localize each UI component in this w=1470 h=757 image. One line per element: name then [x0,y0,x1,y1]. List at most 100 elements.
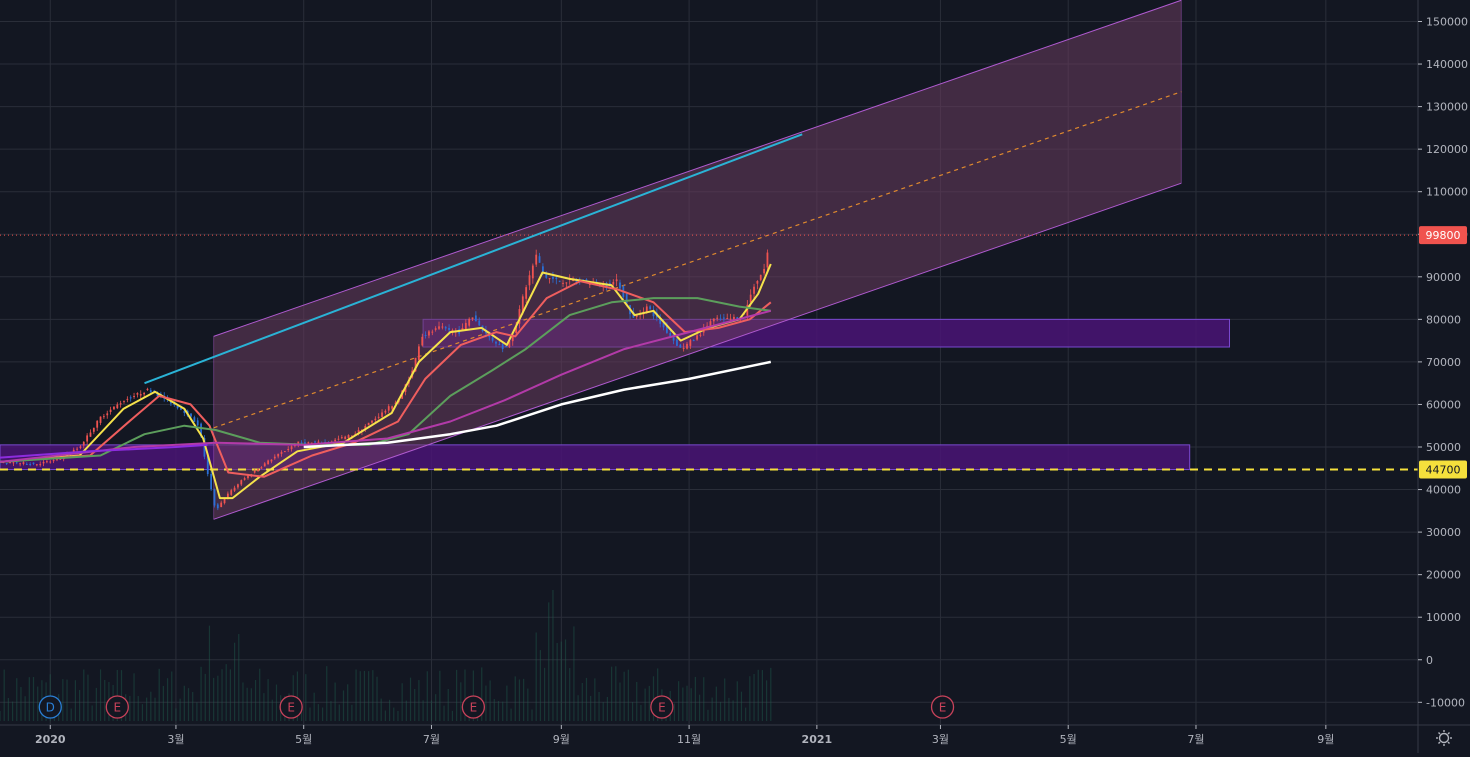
volume-bar [753,673,755,721]
candle-body [72,449,75,453]
channel-lower-line [213,182,1182,520]
volume-bar [87,674,89,721]
volume-bar [388,699,391,721]
candle-body [531,265,534,279]
candle-body [495,341,497,344]
candle-body [304,442,306,444]
volume-bar [200,666,202,721]
candle-body [216,504,219,509]
candle-body [525,287,528,299]
volume-bar [447,688,449,721]
volume-bar [456,669,458,721]
volume-bar [213,677,215,721]
candle-body [317,441,320,443]
candle-body [344,436,347,440]
candle-body [79,446,82,449]
candle-body [659,318,662,324]
candle-body [679,344,682,348]
price-axis[interactable]: 1500001400001300001200001100001000009000… [1417,0,1468,753]
candle-body [96,420,99,428]
candle-body [438,326,440,329]
candle-body [699,334,702,336]
candle-body [431,331,434,333]
volume-bar [359,671,361,721]
price-tick-label: 40000 [1426,484,1461,497]
volume-bar [502,701,504,721]
time-tick-label: 3월 [932,733,949,746]
candle-body [267,460,270,465]
candle-body [300,442,303,444]
moving-average-line [0,443,208,459]
volume-bar [175,708,177,721]
volume-bar [296,671,299,721]
candle-body [243,478,246,480]
volume-bar [397,710,399,721]
price-tick-label: 130000 [1426,101,1468,114]
time-tick-label: 9월 [553,733,570,746]
candle-body [46,461,48,463]
candle-body [444,326,447,329]
volume-bar [652,676,655,721]
trendline[interactable] [144,133,803,385]
volume-bar [363,670,366,721]
volume-bar [770,667,772,721]
price-tick-label: 110000 [1426,186,1468,199]
volume-bar [631,702,634,721]
candle-body [156,393,159,396]
candle-body [52,460,55,462]
volume-bar [485,685,487,721]
volume-bar [192,692,194,721]
candle-body [545,274,548,278]
candle-body [102,416,105,418]
candle-body [689,340,692,346]
candle-body [364,425,367,429]
time-tick-label: 7월 [423,733,440,746]
candle-body [692,340,695,342]
event-marker [38,695,62,719]
volume-bar [208,625,211,721]
volume-bar [0,710,1,721]
volume-bar [150,691,152,721]
candle-body [200,423,202,437]
volume-bar [678,681,680,721]
candle-body [12,462,15,464]
candle-body [15,462,18,464]
candle-body [682,347,685,349]
gear-icon[interactable] [1436,730,1452,746]
event-marker-label: E [287,701,295,715]
candle-body [478,320,481,326]
volume-bar [497,700,500,721]
volume-bar [351,704,353,721]
moving-average-line [0,280,772,478]
volume-bar [217,675,219,721]
candle-body [116,404,119,409]
volume-bar [569,668,571,721]
candle-body [441,326,444,328]
price-tick-label: 10000 [1426,611,1461,624]
candle-body [424,334,427,336]
candle-body [418,346,420,361]
parallel-channel[interactable] [213,0,1182,520]
candle-body [240,480,243,485]
volume-bar [707,709,709,721]
horizontal-lines [0,234,1418,471]
candle-body [709,321,712,328]
candle-body [391,406,393,409]
volume-bar [719,701,722,721]
price-tick-label: 60000 [1426,398,1461,411]
volume-bar [146,697,148,721]
volume-bar [481,667,483,721]
volume-bar [254,679,257,721]
candle-body [337,438,340,440]
candle-body [716,317,719,319]
volume-bar [301,706,303,721]
event-marker [461,695,486,719]
time-axis[interactable]: 2020 3월 5월 7월 9월 11월 2021 3월 5월 7월 9월 [0,724,1470,746]
time-tick-label: 5월 [1060,733,1077,746]
candle-body [176,406,179,409]
volume-bar [644,688,646,721]
volume-bar [196,702,198,721]
